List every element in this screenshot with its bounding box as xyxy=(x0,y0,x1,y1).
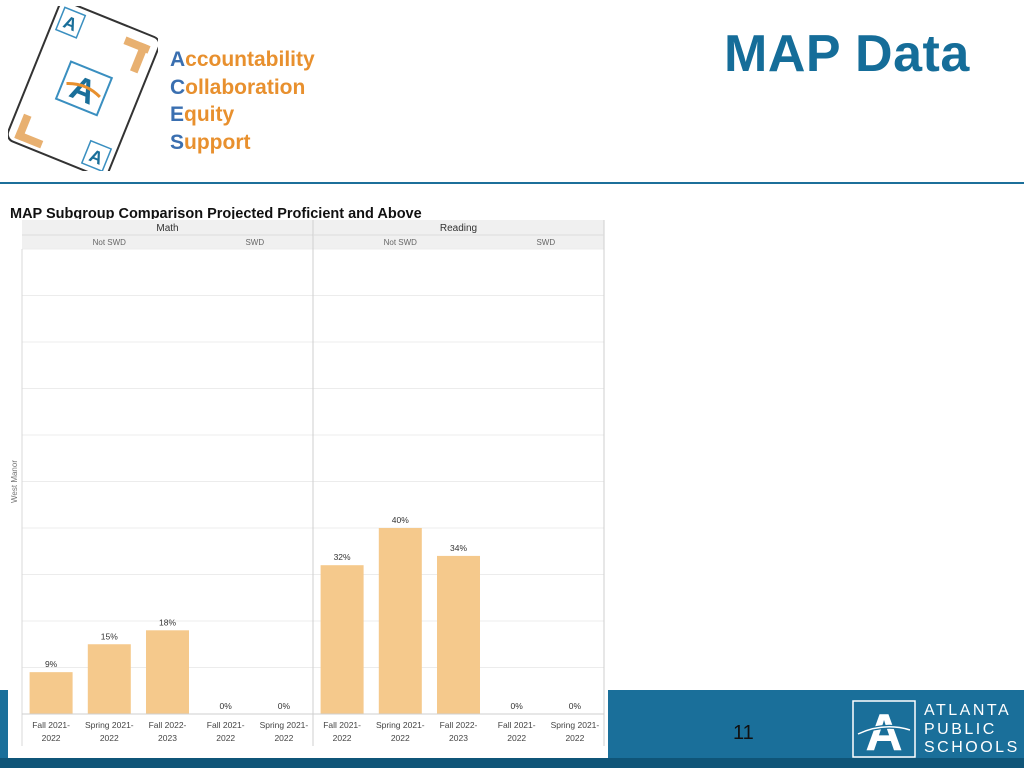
subject-header: Math xyxy=(156,223,178,234)
data-label: 34% xyxy=(450,543,467,553)
x-tick-label: Spring 2021- xyxy=(85,720,134,730)
page-title: MAP Data xyxy=(724,25,970,83)
acronym-line: Collaboration xyxy=(170,75,306,99)
x-tick-label: Fall 2021- xyxy=(207,720,245,730)
data-label: 0% xyxy=(569,701,582,711)
x-tick-label: Fall 2021- xyxy=(323,720,361,730)
aps-wordmark: ATLANTA PUBLIC SCHOOLS xyxy=(924,702,1020,758)
bar xyxy=(437,555,480,714)
x-tick-label: 2022 xyxy=(216,733,235,743)
group-header: SWD xyxy=(245,238,264,247)
x-tick-label: 2022 xyxy=(565,733,584,743)
data-label: 15% xyxy=(101,631,118,641)
acronym-list: Accountability Collaboration Equity Supp… xyxy=(170,46,315,156)
x-tick-label: 2023 xyxy=(449,733,468,743)
x-tick-label: 2022 xyxy=(391,733,410,743)
data-label: 40% xyxy=(392,515,409,525)
data-label: 0% xyxy=(220,701,233,711)
x-tick-label: Fall 2021- xyxy=(498,720,536,730)
bar xyxy=(378,528,422,714)
x-tick-label: 2022 xyxy=(507,733,526,743)
x-tick-label: Spring 2021- xyxy=(376,720,425,730)
x-tick-label: 2022 xyxy=(100,733,119,743)
aps-wordmark-line: SCHOOLS xyxy=(924,739,1020,756)
data-label: 18% xyxy=(159,617,176,627)
bar xyxy=(146,630,189,714)
x-tick-label: Fall 2021- xyxy=(32,720,70,730)
x-tick-label: 2022 xyxy=(333,733,352,743)
x-tick-label: Spring 2021- xyxy=(551,720,600,730)
data-label: 0% xyxy=(278,701,291,711)
acronym-line: Support xyxy=(170,130,251,154)
bar xyxy=(320,565,364,714)
acronym-line: Accountability xyxy=(170,48,315,71)
bar xyxy=(29,672,73,714)
chart-title: MAP Subgroup Comparison Projected Profic… xyxy=(10,206,422,219)
data-label: 0% xyxy=(511,701,524,711)
x-tick-label: 2022 xyxy=(42,733,61,743)
aps-wordmark-line: PUBLIC xyxy=(924,720,997,738)
row-label: West Manor xyxy=(10,460,19,503)
footer-bottom-strip xyxy=(0,758,1024,768)
data-label: 32% xyxy=(334,552,351,562)
aps-logo-icon: A xyxy=(852,700,916,758)
page-number: 11 xyxy=(733,722,754,744)
aps-wordmark-line: ATLANTA xyxy=(924,702,1012,719)
group-header: Not SWD xyxy=(384,238,418,247)
x-tick-label: Fall 2022- xyxy=(440,720,478,730)
x-tick-label: Spring 2021- xyxy=(260,720,309,730)
bar xyxy=(87,644,131,714)
bar-chart: West Manor Math Not SWD 9% Fall 2021- 2022 15%… xyxy=(10,220,605,746)
x-tick-label: 2023 xyxy=(158,733,177,743)
header-divider xyxy=(0,182,1024,184)
subject-header: Reading xyxy=(440,223,477,234)
district-logo-card: A A A xyxy=(8,6,158,171)
data-label: 9% xyxy=(45,659,58,669)
x-tick-label: 2022 xyxy=(274,733,293,743)
x-tick-label: Fall 2022- xyxy=(149,720,187,730)
group-header: SWD xyxy=(536,238,555,247)
acronym-line: Equity xyxy=(170,103,235,126)
group-header: Not SWD xyxy=(93,238,127,247)
chart-panel: West Manor Math Not SWD 9% Fall 2021- 2022 15%… xyxy=(8,216,608,758)
